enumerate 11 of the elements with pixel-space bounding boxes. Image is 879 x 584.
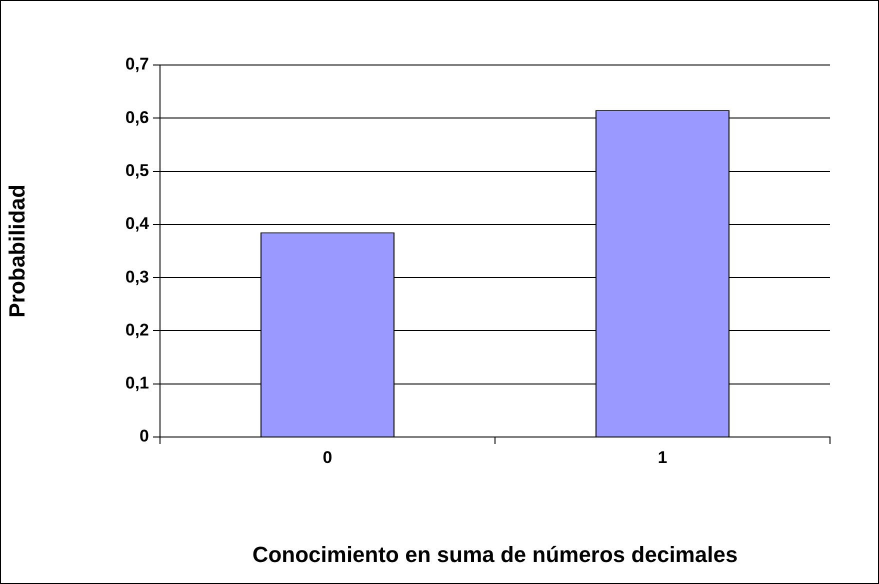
y-tick-label: 0,2 bbox=[125, 320, 149, 340]
y-axis-title: Probabilidad bbox=[4, 184, 30, 318]
y-tick-label: 0 bbox=[140, 426, 149, 446]
x-axis-title: Conocimiento en suma de números decimales bbox=[252, 542, 738, 567]
x-tick-label: 1 bbox=[658, 448, 668, 467]
y-tick-label: 0,6 bbox=[125, 108, 149, 127]
y-tick-label: 0,3 bbox=[125, 267, 149, 286]
y-tick-label: 0,5 bbox=[125, 160, 149, 180]
y-tick-label: 0,4 bbox=[125, 214, 150, 234]
y-tick-label: 0,1 bbox=[125, 374, 149, 393]
y-tick-label: 0,7 bbox=[125, 54, 149, 74]
